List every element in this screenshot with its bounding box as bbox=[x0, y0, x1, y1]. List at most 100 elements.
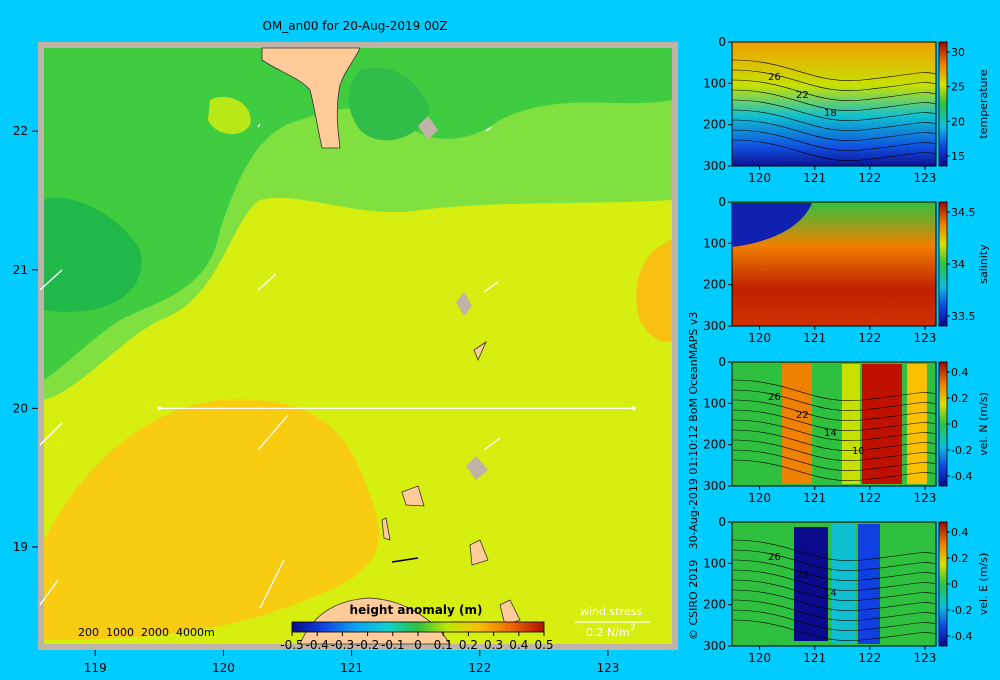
section-colorbar-tick-label: 0.4 bbox=[951, 366, 969, 379]
section-y-tick-label: 200 bbox=[703, 598, 726, 612]
vel-band bbox=[842, 364, 860, 484]
map-field-green-mid bbox=[44, 48, 672, 380]
colorbar-tick-label: 0 bbox=[414, 638, 422, 652]
colorbar-tick-label: -0.1 bbox=[381, 638, 404, 652]
section-x-tick-label: 121 bbox=[803, 171, 826, 185]
colorbar-tick-label: -0.5 bbox=[280, 638, 303, 652]
salinity-low-region bbox=[732, 203, 812, 247]
section-y-tick-label: 300 bbox=[703, 479, 726, 493]
section-plot-area bbox=[731, 41, 937, 167]
section-colorbar bbox=[938, 201, 948, 327]
section-x-tick-label: 122 bbox=[858, 651, 881, 665]
section-x-tick-label: 123 bbox=[914, 171, 937, 185]
section-colorbar-label: salinity bbox=[977, 244, 990, 284]
section-x-tick-label: 123 bbox=[914, 491, 937, 505]
section-x-tick-label: 123 bbox=[914, 651, 937, 665]
colorbar-tick-label: 0.4 bbox=[509, 638, 528, 652]
section-y-tick-label: 100 bbox=[703, 236, 726, 250]
colorbar-tick-label: 0.1 bbox=[434, 638, 453, 652]
isotherm-contour bbox=[731, 379, 937, 401]
land-taiwan bbox=[261, 47, 361, 149]
contour-label: 26 bbox=[768, 552, 781, 563]
isotherm-contour bbox=[731, 89, 937, 111]
isotherm-contour bbox=[731, 549, 937, 571]
wind-stress-label: wind stress bbox=[580, 605, 642, 618]
section-y-tick-label: 100 bbox=[703, 396, 726, 410]
map-y-tick-label: 22 bbox=[13, 124, 28, 138]
isotherm-contour bbox=[731, 399, 937, 421]
section-y-tick-label: 100 bbox=[703, 556, 726, 570]
map-field-orange-east bbox=[636, 240, 672, 342]
contour-label: 10 bbox=[852, 446, 865, 457]
contour-label: 26 bbox=[768, 392, 781, 403]
section-y-tick-label: 200 bbox=[703, 278, 726, 292]
isotherm-contour bbox=[731, 609, 937, 631]
land-islet-3 bbox=[381, 517, 391, 541]
isotherm-contour bbox=[731, 439, 937, 461]
section-y-tick-label: 200 bbox=[703, 118, 726, 132]
contour-label: 18 bbox=[824, 108, 837, 119]
section-panel-0: 26 22 18 120 121 122 123 0 100 200 300 30 25 20 15 temp… bbox=[703, 35, 990, 185]
section-colorbar-tick-label: 34.5 bbox=[951, 206, 976, 219]
isotherm-contour bbox=[731, 99, 937, 121]
map-x-tick-label: 120 bbox=[212, 661, 235, 675]
section-y-tick-label: 0 bbox=[718, 35, 726, 49]
contour-label: 26 bbox=[768, 72, 781, 83]
section-y-tick-label: 100 bbox=[703, 76, 726, 90]
map-x-tick-label: 122 bbox=[468, 661, 491, 675]
contour-label: 22 bbox=[796, 90, 809, 101]
isotherm-contour bbox=[731, 109, 937, 131]
section-colorbar-tick-label: 30 bbox=[951, 46, 965, 59]
section-panel-3: 26 22 14 120 121 122 123 0 100 200 300 0.4 0.2 0 -0.2 -… bbox=[703, 515, 990, 665]
isotherm-contour bbox=[731, 449, 937, 471]
isotherm-contour bbox=[731, 409, 937, 431]
section-colorbar-label: vel. N (m/s) bbox=[977, 392, 990, 456]
section-colorbar-tick-label: 33.5 bbox=[951, 310, 976, 323]
map-x-tick-label: 119 bbox=[84, 661, 107, 675]
vel-band bbox=[862, 364, 902, 484]
section-colorbar-tick-label: 0 bbox=[951, 418, 958, 431]
map-x-ticks: 119 120 121 122 123 bbox=[84, 650, 619, 675]
isotherm-contour bbox=[731, 389, 937, 411]
section-y-tick-label: 200 bbox=[703, 438, 726, 452]
colorbar-label: height anomaly (m) bbox=[350, 603, 483, 617]
section-panel-1: 120 121 122 123 0 100 200 300 34.5 34 33.5 salinity bbox=[703, 195, 990, 345]
isotherm-contour bbox=[731, 429, 937, 451]
shelf-islet-c bbox=[466, 456, 488, 480]
shelf-islet-b bbox=[456, 292, 472, 316]
map-x-tick-label: 121 bbox=[340, 661, 363, 675]
section-colorbar-tick-label: -0.4 bbox=[951, 470, 972, 483]
section-x-tick-label: 120 bbox=[748, 171, 771, 185]
isotherm-contour bbox=[731, 79, 937, 101]
land-islet-1 bbox=[401, 485, 425, 507]
isotherm-contour bbox=[731, 619, 937, 641]
section-colorbar-tick-label: 20 bbox=[951, 115, 965, 128]
section-colorbar-tick-label: 0.2 bbox=[951, 392, 969, 405]
section-plot-area bbox=[731, 361, 937, 487]
section-colorbar bbox=[938, 361, 948, 487]
credit-text: © CSIRO 2019 30-Aug-2019 01:10:12 BoM Oc… bbox=[687, 312, 700, 640]
depth-legend: 200 1000 2000 4000m bbox=[78, 626, 215, 639]
section-panel-2: 26 22 14 10 120 121 122 123 0 100 200 300 0.4 0.2 0 -0.… bbox=[703, 355, 990, 505]
map-field-green-dark bbox=[44, 197, 142, 312]
isotherm-contour bbox=[731, 69, 937, 91]
line-islet bbox=[391, 557, 419, 563]
section-colorbar-label: temperature bbox=[977, 69, 990, 138]
colorbar-ticks: -0.5 -0.4 -0.3 -0.2 -0.1 0 0.1 0.2 0.3 0.4 0.5 bbox=[280, 632, 554, 652]
section-colorbar-tick-label: 0 bbox=[951, 578, 958, 591]
isotherm-contour bbox=[731, 119, 937, 141]
section-colorbar-label: vel. E (m/s) bbox=[977, 553, 990, 616]
isotherm-contour bbox=[731, 129, 937, 151]
map-x-tick-label: 123 bbox=[596, 661, 619, 675]
wind-scale-label: 0.2 N/m bbox=[586, 626, 630, 639]
map-y-tick-label: 19 bbox=[13, 540, 28, 554]
section-colorbar-tick-label: 34 bbox=[951, 258, 965, 271]
map-y-tick-label: 21 bbox=[13, 263, 28, 277]
section-y-tick-label: 300 bbox=[703, 639, 726, 653]
map-y-tick-label: 20 bbox=[13, 401, 28, 415]
contour-label: 14 bbox=[824, 588, 837, 599]
map-y-ticks: 22 21 20 19 bbox=[13, 124, 38, 554]
isotherm-contour bbox=[731, 569, 937, 591]
isotherm-contour bbox=[731, 459, 937, 481]
